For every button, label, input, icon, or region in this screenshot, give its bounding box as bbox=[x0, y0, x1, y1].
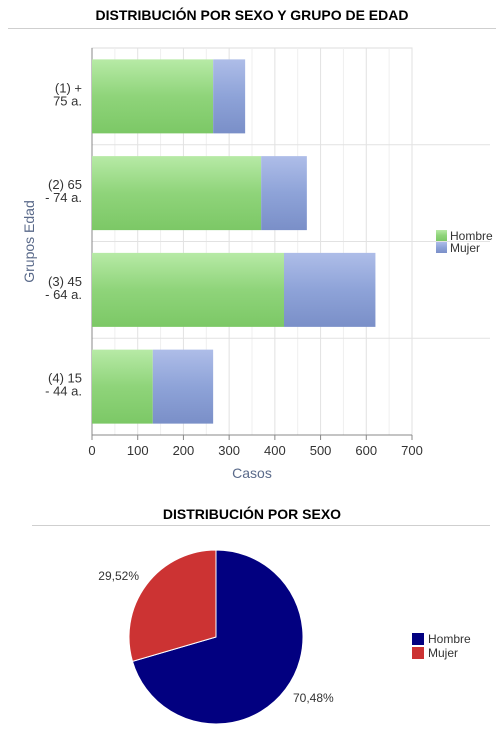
bar-mujer bbox=[261, 156, 307, 231]
x-tick-label: 400 bbox=[264, 443, 286, 458]
pie-slice-mujer bbox=[128, 549, 217, 662]
bar-mujer bbox=[152, 349, 214, 424]
pie-slice-hombre bbox=[131, 549, 304, 725]
pie-legend-label-hombre: Hombre bbox=[428, 632, 471, 646]
category-label-line: - 74 a. bbox=[45, 190, 82, 205]
category-label-line: (2) 65 bbox=[48, 177, 82, 192]
pie-legend-label-mujer: Mujer bbox=[428, 646, 458, 660]
bar-hombre bbox=[92, 349, 153, 424]
legend-swatch-hombre bbox=[436, 230, 447, 241]
pie-chart-title: DISTRIBUCIÓN POR SEXO bbox=[162, 506, 342, 522]
x-tick-label: 300 bbox=[218, 443, 240, 458]
legend-swatch-mujer bbox=[436, 242, 447, 253]
category-label-line: - 44 a. bbox=[45, 384, 82, 399]
x-tick-label: 600 bbox=[355, 443, 377, 458]
legend-label-hombre: Hombre bbox=[450, 229, 493, 243]
category-label: (1) +75 a. bbox=[53, 80, 82, 108]
category-label-line: - 64 a. bbox=[45, 287, 82, 302]
pie-label-hombre: 70,48% bbox=[293, 691, 334, 705]
category-label-line: 75 a. bbox=[53, 93, 82, 108]
legend-label-mujer: Mujer bbox=[450, 241, 480, 255]
category-label-line: (1) + bbox=[55, 80, 82, 95]
x-tick-label: 700 bbox=[401, 443, 423, 458]
bar-mujer bbox=[213, 59, 246, 134]
x-axis-title: Casos bbox=[232, 465, 272, 481]
x-tick-label: 500 bbox=[310, 443, 332, 458]
pie-title-rule bbox=[32, 525, 490, 526]
category-label-line: (3) 45 bbox=[48, 274, 82, 289]
bar-title-rule bbox=[8, 28, 496, 29]
bar-hombre bbox=[92, 156, 262, 231]
x-tick-label: 0 bbox=[88, 443, 95, 458]
category-label-line: (4) 15 bbox=[48, 371, 82, 386]
y-axis-title: Grupos Edad bbox=[21, 200, 37, 283]
x-tick-label: 200 bbox=[173, 443, 195, 458]
category-label: (2) 65- 74 a. bbox=[45, 177, 82, 205]
category-label: (4) 15- 44 a. bbox=[45, 371, 82, 399]
bar-hombre bbox=[92, 59, 214, 134]
pie-legend-swatch-hombre bbox=[412, 633, 424, 645]
pie-legend-swatch-mujer bbox=[412, 647, 424, 659]
bar-chart-title: DISTRIBUCIÓN POR SEXO Y GRUPO DE EDAD bbox=[95, 7, 409, 23]
category-label: (3) 45- 64 a. bbox=[45, 274, 82, 302]
pie-label-mujer: 29,52% bbox=[98, 569, 139, 583]
bar-mujer bbox=[284, 252, 376, 327]
bar-hombre bbox=[92, 252, 284, 327]
x-tick-label: 100 bbox=[127, 443, 149, 458]
